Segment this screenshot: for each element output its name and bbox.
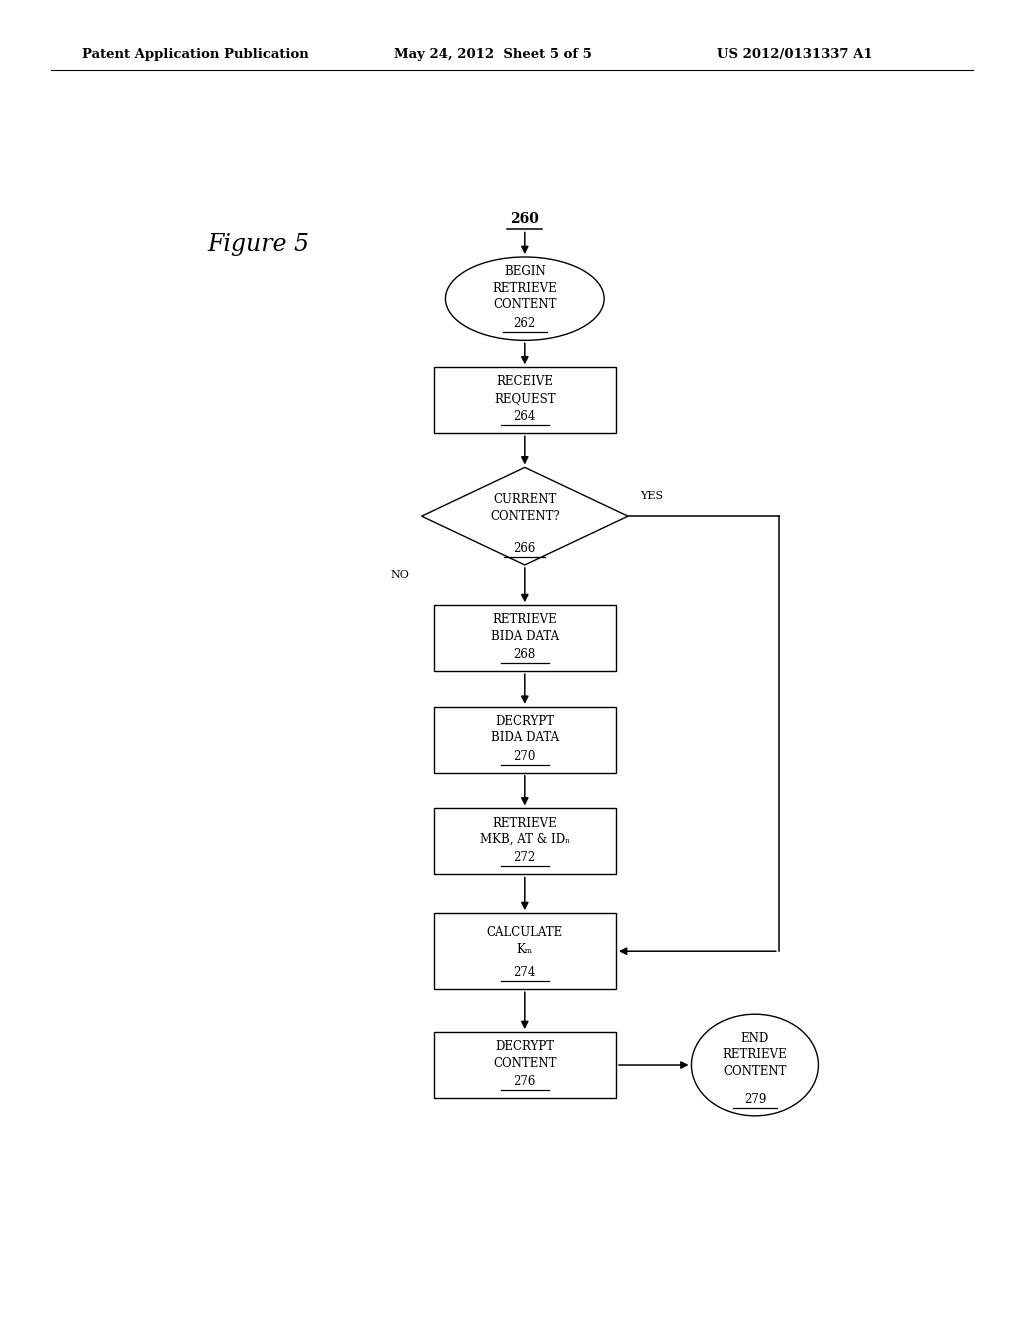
Text: 260: 260 xyxy=(510,213,540,227)
Ellipse shape xyxy=(691,1014,818,1115)
Ellipse shape xyxy=(445,257,604,341)
Polygon shape xyxy=(422,467,628,565)
FancyBboxPatch shape xyxy=(433,367,616,433)
Text: NO: NO xyxy=(391,570,410,579)
Text: RETRIEVE
MKB, AT & IDₙ: RETRIEVE MKB, AT & IDₙ xyxy=(479,817,570,846)
Text: 264: 264 xyxy=(514,411,536,424)
FancyBboxPatch shape xyxy=(433,605,616,671)
Text: Patent Application Publication: Patent Application Publication xyxy=(82,48,308,61)
Text: 270: 270 xyxy=(514,750,536,763)
FancyBboxPatch shape xyxy=(433,913,616,989)
Text: DECRYPT
CONTENT: DECRYPT CONTENT xyxy=(493,1040,557,1069)
Text: CALCULATE
Kₘ: CALCULATE Kₘ xyxy=(486,927,563,956)
Text: BEGIN
RETRIEVE
CONTENT: BEGIN RETRIEVE CONTENT xyxy=(493,265,557,312)
Text: DECRYPT
BIDA DATA: DECRYPT BIDA DATA xyxy=(490,715,559,744)
Text: US 2012/0131337 A1: US 2012/0131337 A1 xyxy=(717,48,872,61)
FancyBboxPatch shape xyxy=(433,808,616,874)
FancyBboxPatch shape xyxy=(433,1032,616,1098)
Text: 274: 274 xyxy=(514,966,536,979)
Text: RETRIEVE
BIDA DATA: RETRIEVE BIDA DATA xyxy=(490,614,559,643)
Text: 279: 279 xyxy=(743,1093,766,1106)
Text: 268: 268 xyxy=(514,648,536,661)
Text: CURRENT
CONTENT?: CURRENT CONTENT? xyxy=(489,494,560,523)
Text: May 24, 2012  Sheet 5 of 5: May 24, 2012 Sheet 5 of 5 xyxy=(394,48,592,61)
Text: END
RETRIEVE
CONTENT: END RETRIEVE CONTENT xyxy=(723,1032,787,1078)
Text: 272: 272 xyxy=(514,851,536,865)
Text: 262: 262 xyxy=(514,317,536,330)
FancyBboxPatch shape xyxy=(433,706,616,772)
Text: 266: 266 xyxy=(514,541,536,554)
Text: RECEIVE
REQUEST: RECEIVE REQUEST xyxy=(494,375,556,405)
Text: 276: 276 xyxy=(514,1074,536,1088)
Text: YES: YES xyxy=(640,491,663,500)
Text: Figure 5: Figure 5 xyxy=(207,234,309,256)
